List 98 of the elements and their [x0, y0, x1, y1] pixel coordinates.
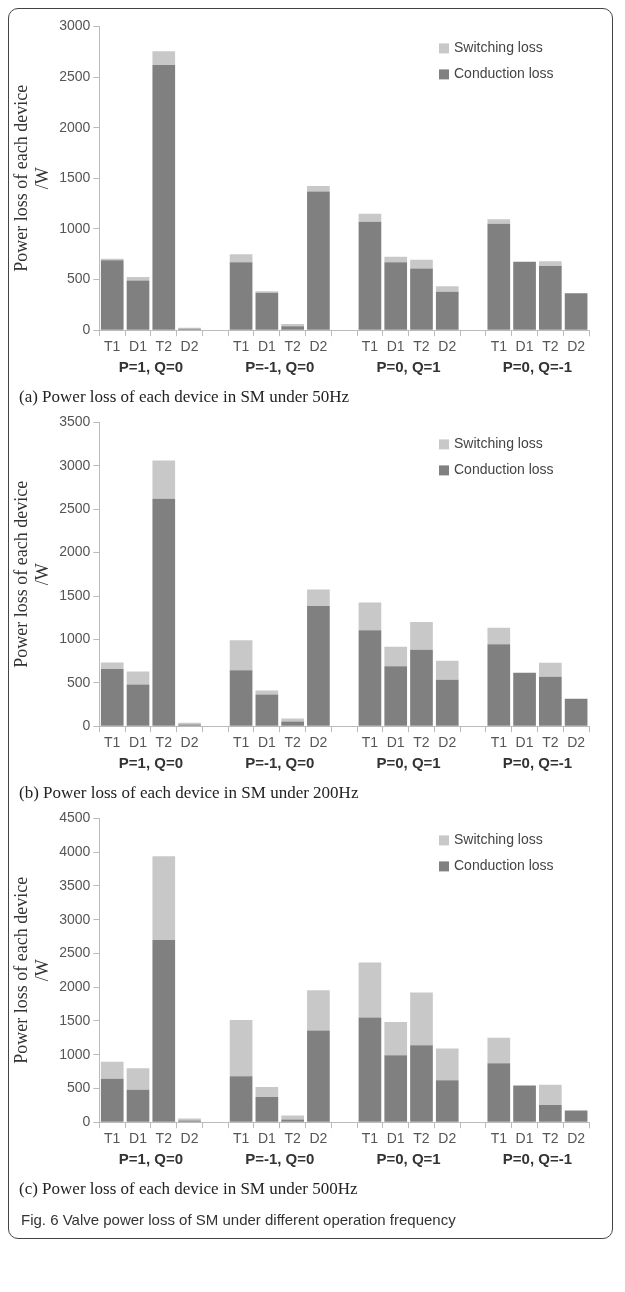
legend-label: Switching loss	[454, 39, 543, 56]
legend-label: Conduction loss	[454, 65, 554, 82]
y-tick-label: 2500	[59, 67, 91, 84]
x-tick-label: D2	[180, 338, 199, 355]
x-tick-label: T1	[104, 338, 121, 355]
y-tick-label: 2500	[59, 500, 91, 517]
x-tick-label: D2	[567, 1130, 586, 1147]
x-tick-label: D2	[567, 734, 586, 751]
x-tick-label: D1	[515, 338, 534, 355]
text: P=0, Q=1	[376, 753, 441, 771]
text: P=0, Q=-1	[502, 753, 573, 771]
y-tick-label: 1500	[59, 169, 91, 186]
x-tick-label: D2	[438, 1130, 457, 1147]
y-axis-title: Power loss of each device /W	[10, 876, 53, 1064]
x-tick-label: T2	[155, 1130, 173, 1147]
x-tick-label: D1	[129, 1130, 148, 1147]
x-tick-label: D2	[180, 1130, 199, 1147]
y-tick-label: 3500	[59, 876, 91, 893]
x-tick-label: T2	[284, 338, 302, 355]
text: P=0, Q=1	[376, 357, 441, 375]
y-tick-label: 1500	[59, 1011, 91, 1028]
x-tick-label: T1	[490, 734, 508, 751]
text: P=0, Q=-1	[502, 1149, 573, 1167]
x-tick-label: D2	[438, 338, 457, 355]
x-tick-label: T1	[232, 734, 250, 751]
legend-label: Conduction loss	[454, 461, 554, 478]
x-tick-label: D2	[567, 338, 586, 355]
x-tick-label: T1	[490, 1130, 508, 1147]
y-tick-label: 500	[66, 1079, 91, 1096]
y-tick-label: 2000	[59, 978, 91, 995]
legend-label: Conduction loss	[454, 857, 554, 874]
y-tick-label: 500	[66, 673, 91, 690]
x-tick-label: D1	[257, 338, 277, 355]
y-axis-title: Power loss of each device /W	[10, 480, 53, 668]
x-tick-label: D2	[309, 338, 328, 355]
x-tick-label: T1	[361, 1130, 379, 1147]
x-tick-label: T2	[155, 734, 173, 751]
y-tick-label: 0	[82, 1113, 91, 1130]
x-tick-label: T1	[232, 1130, 250, 1147]
x-tick-label: T2	[284, 1130, 302, 1147]
x-tick-label: D1	[257, 734, 277, 751]
x-tick-label: T2	[542, 734, 559, 751]
y-tick-label: 0	[82, 321, 91, 338]
x-tick-label: T2	[413, 734, 430, 751]
y-tick-label: 500	[66, 270, 91, 287]
caption: Fig. 6 Valve power loss of SM under different operation frequency	[21, 1210, 457, 1230]
y-tick-label: 1000	[59, 219, 91, 236]
y-tick-label: 2000	[59, 543, 91, 560]
x-tick-label: D1	[515, 734, 534, 751]
text: P=-1, Q=0	[245, 357, 315, 375]
y-tick-label: 3000	[59, 456, 91, 473]
y-tick-label: 4000	[59, 843, 91, 860]
y-tick-label: 3500	[59, 413, 91, 430]
x-tick-label: T2	[155, 338, 173, 355]
y-tick-label: 0	[82, 717, 91, 734]
x-tick-label: T2	[542, 1130, 559, 1147]
x-tick-label: D1	[257, 1130, 277, 1147]
x-tick-label: D2	[309, 734, 328, 751]
x-tick-label: D2	[309, 1130, 328, 1147]
x-tick-label: T1	[361, 338, 379, 355]
text: P=1, Q=0	[118, 753, 183, 771]
x-tick-label: T2	[284, 734, 302, 751]
y-tick-label: 1500	[59, 586, 91, 603]
x-tick-label: T1	[232, 338, 250, 355]
x-tick-label: T1	[361, 734, 379, 751]
x-tick-label: D1	[386, 734, 405, 751]
text: P=1, Q=0	[118, 1149, 183, 1167]
y-tick-label: 4500	[59, 809, 91, 826]
text: P=1, Q=0	[118, 357, 183, 375]
x-tick-label: T2	[542, 338, 559, 355]
y-tick-label: 1000	[59, 630, 91, 647]
x-tick-label: T2	[413, 1130, 430, 1147]
text: P=0, Q=1	[376, 1149, 441, 1167]
legend-label: Switching loss	[454, 831, 543, 848]
x-tick-label: T1	[104, 734, 121, 751]
text: (b) Power loss of each device in SM under 200Hz	[18, 782, 360, 804]
x-tick-label: T1	[490, 338, 508, 355]
y-tick-label: 1000	[59, 1045, 91, 1062]
x-tick-label: T2	[413, 338, 430, 355]
text: P=0, Q=-1	[502, 357, 573, 375]
text: (a) Power loss of each device in SM under 50Hz	[18, 386, 350, 408]
x-tick-label: D2	[180, 734, 199, 751]
x-tick-label: D1	[129, 734, 148, 751]
x-tick-label: D1	[386, 1130, 405, 1147]
y-tick-label: 2500	[59, 944, 91, 961]
text: (c) Power loss of each device in SM under 500Hz	[18, 1178, 359, 1200]
x-tick-label: T1	[104, 1130, 121, 1147]
y-axis-title: Power loss of each device /W	[10, 84, 53, 272]
legend-label: Switching loss	[454, 435, 543, 452]
text: P=-1, Q=0	[245, 1149, 315, 1167]
x-tick-label: D1	[515, 1130, 534, 1147]
x-tick-label: D1	[129, 338, 148, 355]
x-tick-label: D2	[438, 734, 457, 751]
y-tick-label: 2000	[59, 118, 91, 135]
text: P=-1, Q=0	[245, 753, 315, 771]
y-tick-label: 3000	[59, 17, 91, 34]
x-tick-label: D1	[386, 338, 405, 355]
y-tick-label: 3000	[59, 910, 91, 927]
